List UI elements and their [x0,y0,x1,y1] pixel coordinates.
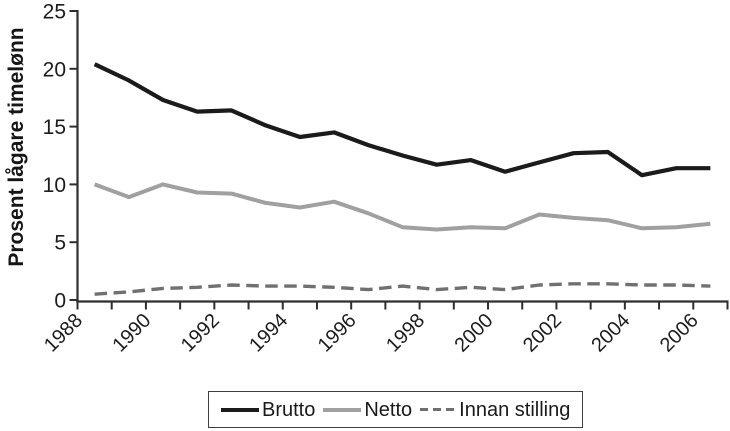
x-tick-label: 1998 [382,309,429,356]
chart-plot-area: 0 5 10 15 20 25 1988 1990 1992 1994 1996 1998 2000 20… [40,1,729,357]
x-tick-label: 1994 [245,309,292,356]
legend-label-brutto: Brutto [262,398,316,421]
x-tick-label: 2004 [587,309,634,356]
x-tick-label: 2006 [656,309,703,356]
y-tick-label: 25 [43,1,66,24]
x-tick-label: 1988 [40,309,87,356]
series-line-innan-stilling [94,282,711,296]
legend-label-netto: Netto [364,398,413,421]
legend-label-innan-stilling: Innan stilling [459,398,571,421]
series-line-brutto [93,62,711,178]
legend-line-sample-innan-stilling [420,408,457,411]
y-tick-label: 10 [43,174,66,197]
x-tick-label: 2000 [451,309,498,356]
x-tick-label: 2002 [519,309,566,356]
legend-item-brutto: Brutto [221,400,315,420]
y-tick-label: 0 [54,290,66,313]
legend-item-innan-stilling: Innan stilling [420,400,570,420]
legend-item-netto: Netto [323,400,412,420]
legend-line-sample-brutto [221,407,259,412]
x-tick-label: 1996 [314,309,361,356]
legend-line-sample-netto [323,407,362,412]
series-line-netto [93,182,711,232]
y-axis-title: Prosent lågare timelønn [5,27,28,267]
legend-box: Brutto Netto Innan stilling [208,391,584,428]
y-tick-label: 15 [43,116,66,139]
x-tick-label: 1990 [108,309,155,356]
y-tick-label: 20 [43,58,66,81]
x-tick-label: 1992 [177,309,224,356]
y-tick-label: 5 [54,232,66,255]
